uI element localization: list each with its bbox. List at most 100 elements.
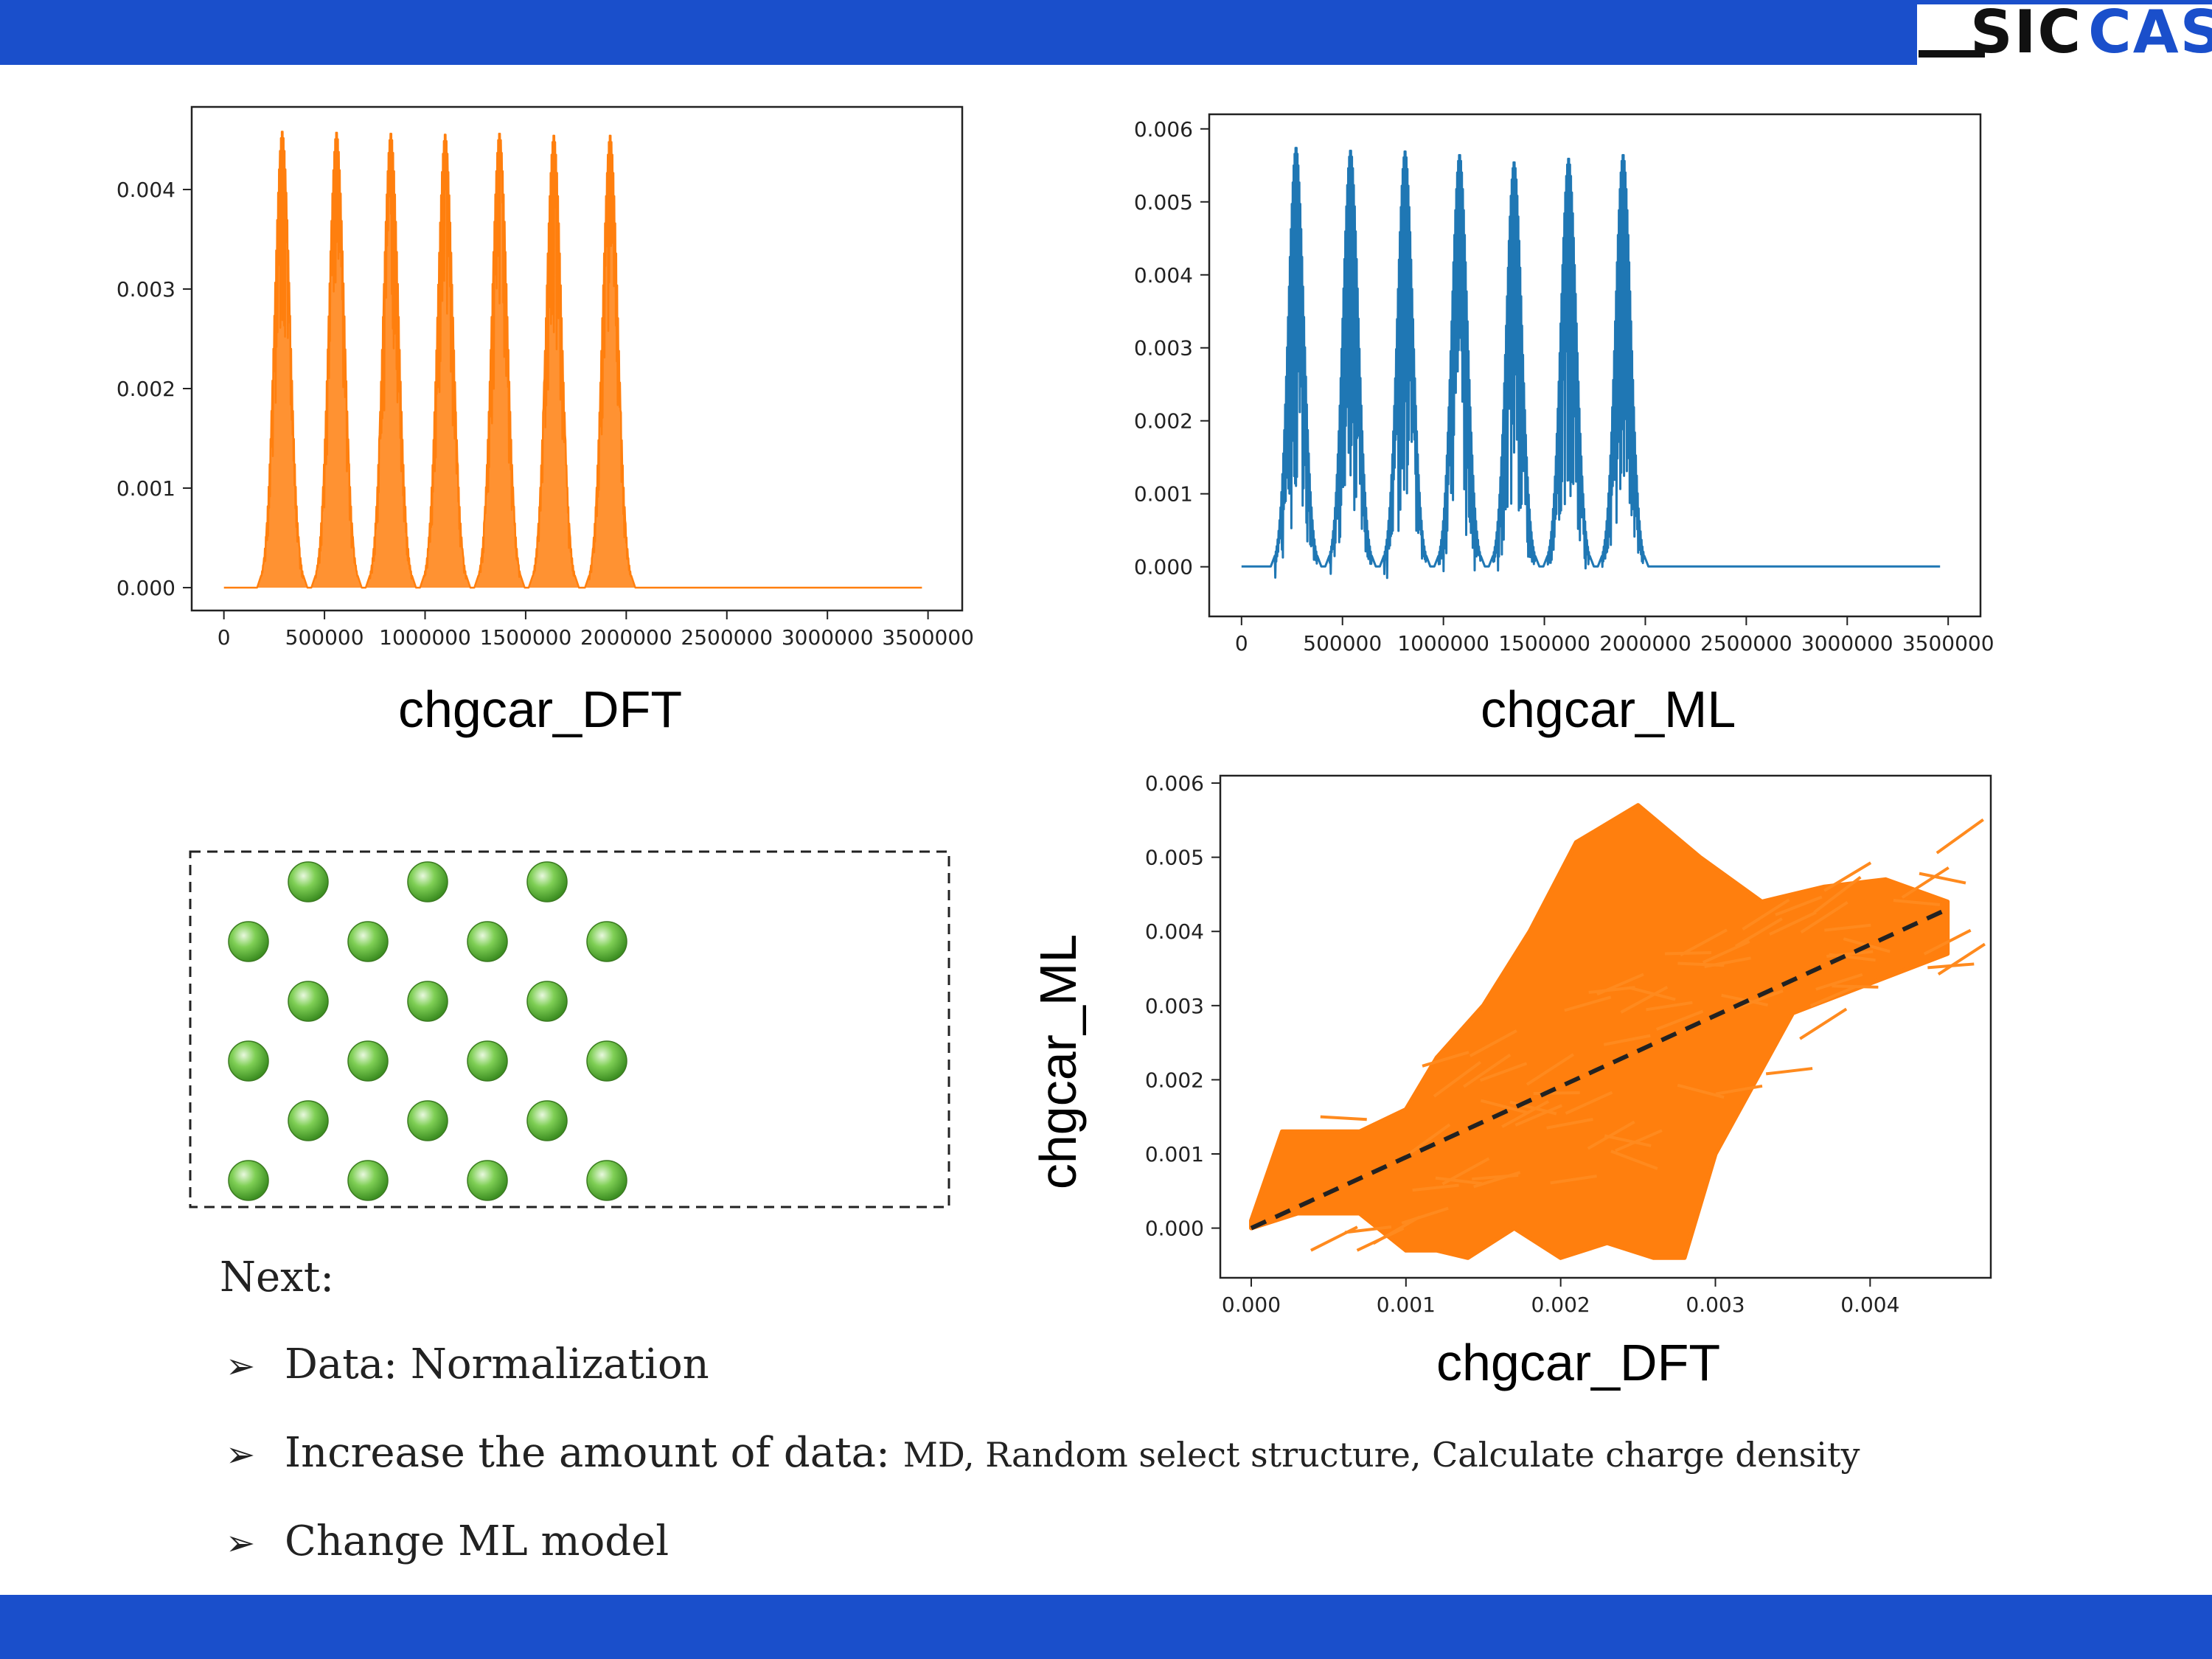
y-tick-label: 0.001: [1134, 482, 1193, 507]
series-path: [223, 131, 922, 589]
scatter-stroke: [1646, 1001, 1693, 1012]
atom: [526, 861, 568, 902]
x-tick-label: 1000000: [1397, 631, 1489, 655]
x-tick-label: 2000000: [1599, 631, 1691, 655]
x-tick-label: 0.004: [1840, 1293, 1899, 1317]
x-tick-label: 0: [218, 625, 231, 650]
scatter-stroke: [1588, 986, 1635, 994]
scatter-stroke: [1775, 895, 1823, 917]
y-tick-label: 0.001: [116, 476, 175, 501]
atom: [288, 861, 329, 902]
arrow-bullet-icon: ➢: [226, 1346, 256, 1387]
scatter-stroke: [1809, 984, 1858, 1007]
arrow-bullet-icon: ➢: [226, 1523, 256, 1564]
scatter-stroke: [1742, 898, 1790, 931]
scatter-stroke: [1824, 923, 1871, 932]
scatter-stroke: [1813, 875, 1862, 914]
x-tick-label: 3500000: [1902, 631, 1994, 655]
scatter-stroke: [1433, 1060, 1482, 1098]
x-tick-label: 500000: [285, 625, 364, 650]
atom: [228, 921, 269, 962]
y-tick-label: 0.001: [1145, 1142, 1204, 1166]
scatter-stroke: [1734, 917, 1783, 948]
y-tick-label: 0.006: [1145, 771, 1204, 796]
scatter-stroke: [1441, 1157, 1490, 1186]
y-tick-label: 0.003: [1145, 994, 1204, 1018]
logo-text-dark: SIC: [1970, 0, 2083, 66]
atom: [526, 981, 568, 1022]
x-tick-label: 1500000: [1498, 631, 1590, 655]
scatter-stroke: [1412, 1183, 1459, 1192]
y-tick-label: 0.004: [116, 178, 175, 202]
scatter-stroke: [1901, 866, 1950, 899]
x-tick-label: 0.001: [1377, 1293, 1436, 1317]
x-tick-label: 0: [1235, 631, 1248, 655]
y-tick-label: 0.000: [1145, 1217, 1204, 1241]
y-tick-label: 0.003: [1134, 336, 1193, 361]
scatter-stroke: [1401, 1206, 1449, 1225]
scatter-stroke: [1526, 1053, 1574, 1086]
arrow-bullet-icon: ➢: [226, 1434, 256, 1475]
scatter-stroke: [1927, 962, 1975, 970]
scatter-stroke: [1564, 995, 1612, 1012]
y-tick-label: 0.004: [1134, 263, 1193, 288]
atom: [467, 1160, 508, 1201]
atom: [288, 981, 329, 1022]
atom: [467, 1040, 508, 1082]
scatter-stroke: [1565, 1091, 1613, 1115]
x-tick-label: 0.000: [1222, 1293, 1281, 1317]
footer-bar: [0, 1595, 2212, 1659]
scatter-stroke: [1655, 1009, 1704, 1031]
scatter-stroke: [1800, 901, 1848, 934]
atom: [467, 921, 508, 962]
scatter-stroke: [1479, 1062, 1528, 1082]
scatter-stroke: [1702, 940, 1750, 964]
bullet-text: Change ML model: [285, 1517, 669, 1565]
y-tick-label: 0.004: [1145, 919, 1204, 944]
scatter-stroke: [1610, 1150, 1658, 1170]
scatter-stroke: [1320, 1115, 1367, 1121]
scatter-stroke: [1935, 818, 1984, 855]
y-tick-label: 0.006: [1134, 117, 1193, 142]
series-line: [1241, 147, 1941, 580]
scatter-stroke: [1480, 1099, 1528, 1114]
scatter-stroke: [1615, 1129, 1663, 1152]
atom: [586, 1160, 627, 1201]
scatter-stroke: [1815, 973, 1863, 991]
x-tick-label: 0.003: [1686, 1293, 1745, 1317]
y-tick-label: 0.002: [1145, 1068, 1204, 1092]
scatter-stroke: [1469, 1029, 1517, 1057]
atom: [347, 921, 389, 962]
x-tick-label: 1500000: [480, 625, 572, 650]
notes-heading: Next:: [220, 1253, 335, 1301]
scatter-stroke: [1736, 990, 1784, 1009]
y-tick-label: 0.005: [1145, 846, 1204, 870]
scatter-stroke: [1435, 1176, 1483, 1186]
series-path: [1241, 147, 1941, 580]
scatter-stroke: [1829, 953, 1876, 962]
y-tick-label: 0.002: [1134, 409, 1193, 434]
scatter-stroke: [1677, 961, 1725, 967]
x-tick-label: 0.002: [1531, 1293, 1590, 1317]
bullet-normalization: ➢ Data: Normalization: [226, 1340, 709, 1388]
plot-frame: [1219, 774, 1992, 1279]
reference-line: [1250, 907, 1949, 1231]
atom: [407, 981, 448, 1022]
y-tick-label: 0.005: [1134, 190, 1193, 215]
scatter-stroke: [1603, 1034, 1651, 1046]
bullet-text: Increase the amount of data:: [285, 1429, 903, 1477]
atom: [347, 1040, 389, 1082]
scatter-stroke: [1463, 1053, 1512, 1088]
scatter-stroke: [1587, 1120, 1635, 1150]
scatter-stroke: [1604, 1134, 1652, 1147]
atom: [228, 1160, 269, 1201]
header-bar: [0, 0, 2212, 65]
bullet-increase-data: ➢ Increase the amount of data: MD, Random…: [226, 1429, 1860, 1477]
scatter-stroke: [1402, 1123, 1451, 1160]
atom: [407, 861, 448, 902]
parity-x-axis-label: chgcar_DFT: [1436, 1334, 1721, 1391]
series-line: [223, 131, 922, 589]
